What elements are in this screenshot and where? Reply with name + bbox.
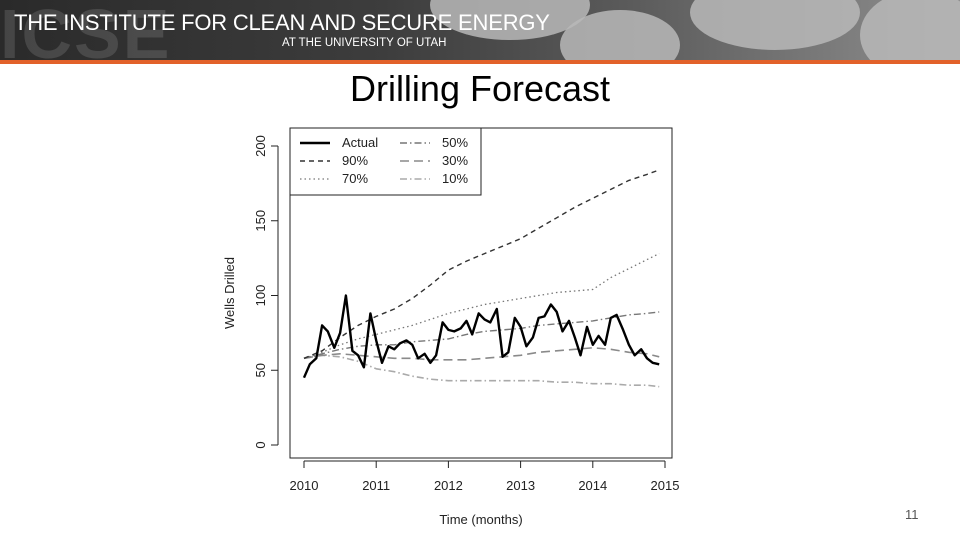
y-tick-label: 150	[253, 210, 268, 232]
institute-subtitle: AT THE UNIVERSITY OF UTAH	[282, 37, 447, 49]
x-tick-label: 2012	[434, 478, 463, 493]
page-number: 11	[905, 507, 919, 522]
y-axis-label: Wells Drilled	[222, 257, 237, 329]
y-tick-label: 200	[253, 135, 268, 157]
slide-title: Drilling Forecast	[349, 68, 611, 109]
header-accent-bar	[0, 60, 960, 64]
series-line-50pct	[303, 311, 660, 359]
series-line-10pct	[303, 354, 660, 388]
legend-label: 90%	[342, 153, 368, 168]
banner-texture-blob	[860, 0, 960, 60]
x-tick-label: 2010	[290, 478, 319, 493]
banner-texture-blob	[560, 10, 680, 60]
legend-label: 50%	[442, 135, 468, 150]
x-tick-label: 2014	[578, 478, 607, 493]
legend-label: 10%	[442, 171, 468, 186]
legend-label: Actual	[342, 135, 378, 150]
y-tick-label: 50	[253, 363, 268, 377]
legend-label: 70%	[342, 171, 368, 186]
y-axis: 0 50 100 150 200	[253, 135, 279, 449]
x-tick-label: 2011	[362, 478, 390, 493]
header-banner: ICSE THE INSTITUTE FOR CLEAN AND SECURE …	[0, 0, 960, 60]
y-tick-label: 100	[253, 285, 268, 307]
series-layer	[302, 169, 660, 388]
y-tick-label: 0	[253, 441, 268, 448]
legend: Actual 90% 70% 50% 30% 10%	[289, 127, 482, 196]
series-line-90pct	[303, 169, 660, 359]
legend-label: 30%	[442, 153, 468, 168]
institute-title: THE INSTITUTE FOR CLEAN AND SECURE ENERG…	[14, 10, 550, 35]
series-line-70pct	[303, 253, 660, 359]
x-axis-label: Time (months)	[439, 512, 522, 527]
x-tick-label: 2015	[651, 478, 680, 493]
x-axis: 2010 2011 2012 2013 2014 2015	[290, 460, 680, 493]
banner-logo-watermark: ICSE	[0, 0, 172, 60]
x-tick-label: 2013	[506, 478, 535, 493]
series-line-actual	[302, 294, 660, 379]
